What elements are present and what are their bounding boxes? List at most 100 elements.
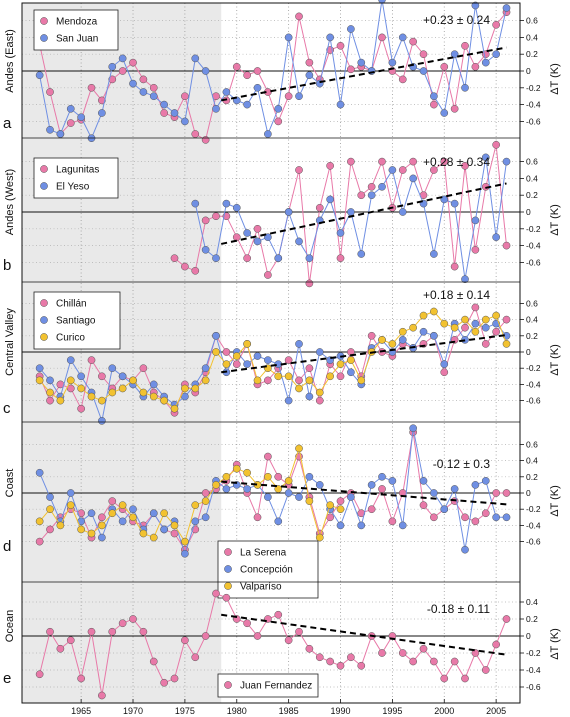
data-point — [398, 336, 407, 344]
trend-line — [221, 333, 507, 374]
data-point — [201, 497, 210, 505]
data-point — [201, 632, 210, 640]
data-point — [492, 513, 500, 522]
data-point — [450, 323, 459, 332]
data-point — [35, 517, 44, 526]
data-point — [98, 417, 106, 425]
data-point — [461, 674, 469, 683]
x-tick-label: 1980 — [227, 706, 247, 716]
y-tick-label: 0.2 — [526, 190, 538, 200]
y-tick-label: 0.6 — [526, 298, 538, 308]
series-line — [39, 428, 507, 556]
panel-letter: e — [3, 670, 11, 687]
y-axis-title: ΔT (K) — [549, 628, 561, 660]
data-point — [419, 477, 428, 485]
data-point — [222, 348, 231, 356]
data-point — [295, 12, 303, 21]
data-point — [305, 71, 314, 80]
data-point — [212, 589, 220, 598]
series-valpar-so — [35, 444, 345, 546]
data-point — [243, 100, 251, 109]
data-point — [201, 216, 210, 225]
data-point — [212, 348, 220, 356]
y-axis-title: ΔT (K) — [549, 485, 561, 517]
data-point — [481, 58, 490, 67]
data-point — [77, 384, 85, 393]
series-san-juan — [35, 0, 511, 143]
data-point — [77, 509, 85, 518]
data-point — [46, 125, 54, 134]
data-point — [315, 348, 324, 356]
legend-marker — [224, 565, 232, 573]
data-point — [295, 92, 303, 101]
data-point — [77, 113, 85, 122]
x-tick-label: 1975 — [175, 706, 195, 716]
data-point — [274, 472, 283, 481]
data-point — [378, 336, 386, 344]
data-point — [409, 157, 417, 166]
data-point — [274, 485, 283, 493]
x-tick-label: 1985 — [279, 706, 299, 716]
data-point — [118, 619, 127, 628]
panel-letter: b — [3, 257, 11, 274]
data-point — [108, 509, 117, 518]
data-point — [492, 233, 500, 242]
data-point — [222, 199, 231, 208]
data-point — [305, 472, 314, 481]
data-point — [232, 360, 241, 368]
data-point — [35, 670, 44, 679]
data-point — [367, 191, 376, 200]
data-point — [201, 67, 210, 75]
data-point — [450, 262, 459, 271]
legend-label: Concepción — [240, 565, 293, 576]
y-tick-label: -0.4 — [526, 379, 541, 389]
data-point — [430, 657, 438, 666]
data-point — [315, 203, 324, 212]
data-point — [419, 644, 428, 653]
y-tick-label: 0.4 — [526, 456, 538, 466]
legend-label: San Juan — [56, 34, 98, 45]
data-point — [98, 691, 106, 700]
y-tick-label: 0.2 — [526, 331, 538, 341]
data-point — [253, 376, 262, 385]
data-point — [367, 182, 376, 191]
trend-line — [221, 480, 507, 506]
data-point — [326, 161, 334, 170]
data-point — [232, 352, 241, 360]
data-point — [253, 67, 262, 75]
y-tick-label: -0.2 — [526, 224, 541, 234]
data-point — [326, 501, 334, 509]
legend-marker — [224, 582, 232, 590]
data-point — [409, 323, 417, 332]
data-point — [46, 525, 54, 534]
series-curico — [35, 307, 511, 413]
data-point — [450, 104, 459, 113]
data-point — [347, 25, 355, 33]
y-tick-label: 0.2 — [526, 49, 538, 59]
data-point — [232, 62, 241, 71]
data-point — [357, 661, 366, 670]
data-point — [502, 315, 511, 324]
data-point — [160, 525, 168, 534]
data-point — [118, 384, 127, 393]
data-point — [77, 372, 85, 381]
data-point — [243, 71, 251, 80]
data-point — [315, 481, 324, 489]
data-point — [46, 627, 54, 636]
trend-label: +0.23 ± 0.24 — [423, 13, 490, 27]
legend-marker — [40, 316, 48, 324]
data-point — [295, 166, 303, 174]
data-point — [461, 513, 469, 522]
data-point — [170, 674, 179, 683]
data-point — [118, 67, 127, 75]
data-point — [35, 468, 44, 477]
data-point — [191, 266, 200, 275]
x-tick-label: 2005 — [486, 706, 506, 716]
data-point — [181, 537, 189, 546]
data-point — [419, 50, 428, 59]
legend-marker — [224, 548, 232, 556]
data-point — [170, 529, 179, 538]
panel-ylabel: Coast — [4, 469, 16, 498]
panel-letter: c — [3, 400, 11, 417]
legend: Mendoza San Juan — [33, 9, 119, 51]
